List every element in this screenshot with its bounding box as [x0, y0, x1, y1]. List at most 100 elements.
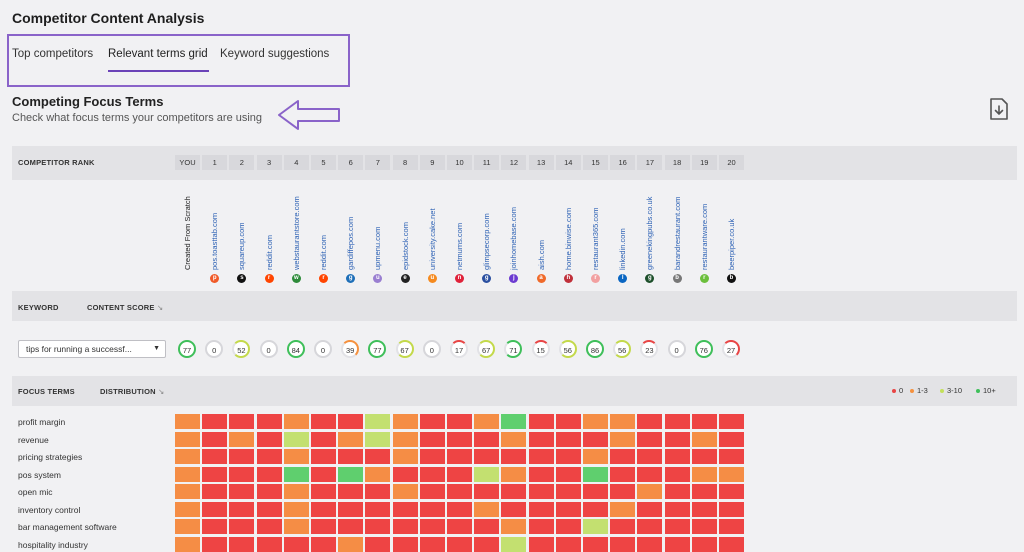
distribution-cell[interactable]	[664, 466, 690, 482]
distribution-cell[interactable]	[474, 484, 500, 499]
distribution-cell[interactable]	[256, 501, 282, 517]
distribution-cell[interactable]	[474, 431, 500, 447]
distribution-cell[interactable]	[474, 501, 500, 517]
distribution-cell[interactable]	[447, 449, 472, 464]
distribution-cell[interactable]	[419, 519, 445, 534]
tab-keyword-suggestions[interactable]: Keyword suggestions	[220, 48, 330, 60]
distribution-cell[interactable]	[338, 501, 364, 517]
distribution-cell[interactable]	[637, 466, 663, 482]
distribution-cell[interactable]	[555, 414, 581, 429]
distribution-cell[interactable]	[528, 484, 554, 499]
distribution-cell[interactable]	[229, 484, 255, 499]
tab-top-competitors[interactable]: Top competitors	[12, 48, 94, 60]
distribution-cell[interactable]	[447, 431, 472, 447]
distribution-cell[interactable]	[637, 484, 663, 499]
distribution-cell[interactable]	[501, 431, 527, 447]
distribution-cell[interactable]	[175, 519, 200, 534]
distribution-cell[interactable]	[392, 484, 418, 499]
distribution-cell[interactable]	[175, 484, 200, 499]
distribution-cell[interactable]	[338, 536, 364, 552]
distribution-cell[interactable]	[610, 484, 636, 499]
distribution-cell[interactable]	[719, 484, 744, 499]
distribution-cell[interactable]	[338, 449, 364, 464]
distribution-cell[interactable]	[365, 449, 391, 464]
distribution-cell[interactable]	[501, 466, 527, 482]
distribution-cell[interactable]	[229, 466, 255, 482]
distribution-cell[interactable]	[283, 484, 309, 499]
competitor-link[interactable]: barandrestaurant.com	[672, 196, 682, 270]
distribution-cell[interactable]	[528, 431, 554, 447]
distribution-cell[interactable]	[501, 449, 527, 464]
distribution-cell[interactable]	[229, 536, 255, 552]
distribution-cell[interactable]	[175, 431, 200, 447]
competitor-link[interactable]: reddit.com	[319, 234, 328, 270]
distribution-cell[interactable]	[555, 484, 581, 499]
distribution-cell[interactable]	[691, 536, 717, 552]
distribution-cell[interactable]	[392, 449, 418, 464]
distribution-cell[interactable]	[419, 431, 445, 447]
competitor-link[interactable]: joinhomebase.com	[509, 207, 519, 270]
distribution-cell[interactable]	[664, 536, 690, 552]
distribution-cell[interactable]	[501, 501, 527, 517]
distribution-cell[interactable]	[256, 519, 282, 534]
distribution-cell[interactable]	[311, 431, 336, 447]
distribution-cell[interactable]	[555, 466, 581, 482]
distribution-cell[interactable]	[528, 519, 554, 534]
distribution-cell[interactable]	[311, 519, 336, 534]
distribution-cell[interactable]	[256, 414, 282, 429]
distribution-cell[interactable]	[691, 501, 717, 517]
distribution-cell[interactable]	[419, 484, 445, 499]
distribution-cell[interactable]	[202, 536, 228, 552]
competitor-link[interactable]: webstaurantstore.com	[291, 196, 301, 270]
competitor-link[interactable]: university.cake.net	[427, 208, 437, 270]
distribution-cell[interactable]	[229, 501, 255, 517]
distribution-cell[interactable]	[365, 519, 391, 534]
distribution-cell[interactable]	[610, 466, 636, 482]
distribution-cell[interactable]	[202, 519, 228, 534]
competitor-link[interactable]: pos.toasttab.com	[210, 212, 220, 270]
distribution-cell[interactable]	[528, 466, 554, 482]
distribution-cell[interactable]	[338, 431, 364, 447]
distribution-cell[interactable]	[719, 466, 744, 482]
distribution-cell[interactable]	[175, 501, 200, 517]
distribution-cell[interactable]	[691, 484, 717, 499]
distribution-cell[interactable]	[691, 519, 717, 534]
tab-relevant-terms-grid[interactable]: Relevant terms grid	[108, 48, 208, 60]
distribution-cell[interactable]	[637, 536, 663, 552]
distribution-cell[interactable]	[338, 519, 364, 534]
competitor-link[interactable]: beerpiper.co.uk	[727, 218, 736, 270]
distribution-cell[interactable]	[637, 501, 663, 517]
competitor-link[interactable]: gardiffepos.com	[346, 216, 356, 270]
distribution-cell[interactable]	[447, 519, 472, 534]
distribution-cell[interactable]	[202, 431, 228, 447]
distribution-cell[interactable]	[175, 466, 200, 482]
distribution-cell[interactable]	[528, 414, 554, 429]
distribution-cell[interactable]	[256, 484, 282, 499]
distribution-cell[interactable]	[555, 519, 581, 534]
distribution-cell[interactable]	[256, 536, 282, 552]
distribution-cell[interactable]	[528, 449, 554, 464]
distribution-cell[interactable]	[719, 519, 744, 534]
distribution-cell[interactable]	[637, 414, 663, 429]
distribution-cell[interactable]	[610, 536, 636, 552]
competitor-link[interactable]: reddit.com	[264, 234, 274, 270]
distribution-cell[interactable]	[664, 501, 690, 517]
distribution-cell[interactable]	[392, 431, 418, 447]
distribution-cell[interactable]	[175, 449, 200, 464]
competitor-link[interactable]: aish.com	[536, 239, 546, 270]
distribution-cell[interactable]	[256, 431, 282, 447]
distribution-cell[interactable]	[474, 466, 500, 482]
distribution-cell[interactable]	[610, 414, 636, 429]
distribution-cell[interactable]	[610, 501, 636, 517]
distribution-cell[interactable]	[338, 484, 364, 499]
distribution-cell[interactable]	[311, 466, 336, 482]
distribution-cell[interactable]	[283, 466, 309, 482]
distribution-cell[interactable]	[583, 536, 608, 552]
distribution-cell[interactable]	[719, 431, 744, 447]
distribution-cell[interactable]	[175, 414, 200, 429]
distribution-cell[interactable]	[691, 449, 717, 464]
distribution-cell[interactable]	[501, 519, 527, 534]
distribution-cell[interactable]	[202, 501, 228, 517]
distribution-cell[interactable]	[555, 536, 581, 552]
distribution-cell[interactable]	[719, 536, 744, 552]
